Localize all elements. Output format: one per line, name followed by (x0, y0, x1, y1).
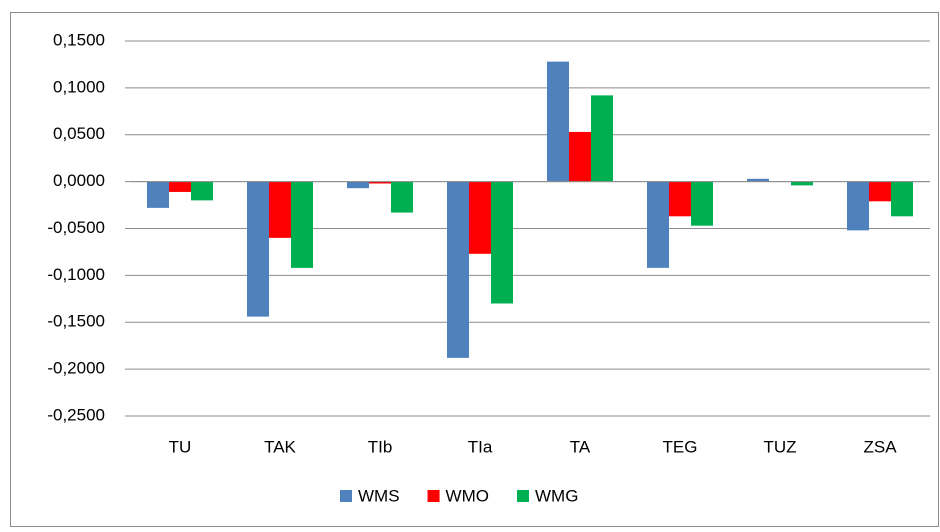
bar (891, 181, 913, 217)
bar (291, 181, 313, 268)
y-tick-label: 0,0500 (53, 124, 105, 143)
legend-label: WMG (535, 486, 578, 505)
x-tick-label: TUZ (763, 437, 796, 456)
bar (269, 181, 291, 238)
bar (847, 181, 869, 231)
chart-border (10, 12, 939, 527)
legend-swatch (427, 490, 440, 502)
legend-swatch (340, 490, 352, 502)
x-tick-label: TIa (468, 437, 493, 456)
x-tick-label: TEG (663, 437, 698, 456)
y-tick-label: 0,1000 (53, 77, 105, 96)
bar (369, 181, 391, 184)
legend-swatch (516, 490, 529, 502)
x-tick-label: ZSA (863, 437, 897, 456)
legend-label: WMS (358, 486, 400, 505)
bar (869, 181, 891, 202)
bar (347, 181, 369, 189)
bar (691, 181, 713, 226)
bar (391, 181, 413, 213)
legend-label: WMO (446, 486, 489, 505)
bar (669, 181, 691, 217)
bar (647, 181, 669, 268)
bar (169, 181, 191, 192)
x-tick-label: TU (169, 437, 192, 456)
x-tick-label: TAK (264, 437, 296, 456)
bar (547, 61, 569, 182)
y-tick-label: -0,0500 (47, 218, 105, 237)
bar (447, 181, 469, 358)
x-tick-label: TA (570, 437, 591, 456)
x-tick-label: TIb (368, 437, 393, 456)
y-tick-label: -0,2000 (47, 359, 105, 378)
bar (747, 178, 769, 182)
y-tick-label: -0,2500 (47, 405, 105, 424)
bar (569, 131, 591, 182)
bar (247, 181, 269, 317)
y-tick-label: 0,0000 (53, 171, 105, 190)
bar (791, 181, 813, 186)
y-tick-label: -0,1000 (47, 265, 105, 284)
bar (491, 181, 513, 304)
bar (591, 95, 613, 182)
bar (469, 181, 491, 254)
y-tick-label: 0,1500 (53, 30, 105, 49)
bar (147, 181, 169, 208)
y-tick-label: -0,1500 (47, 312, 105, 331)
bar (191, 181, 213, 201)
